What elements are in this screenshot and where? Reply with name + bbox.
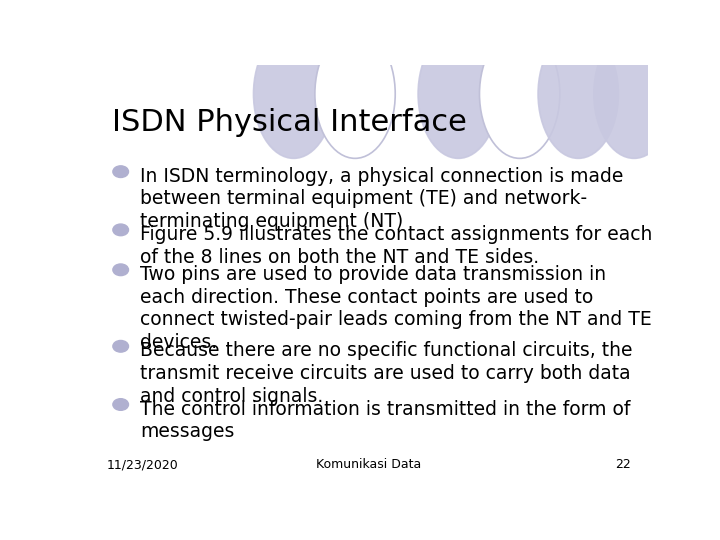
Ellipse shape <box>315 30 395 158</box>
Text: In ISDN terminology, a physical connection is made
between terminal equipment (T: In ISDN terminology, a physical connecti… <box>140 167 624 231</box>
Ellipse shape <box>538 30 618 158</box>
Circle shape <box>113 166 128 178</box>
Circle shape <box>113 264 128 275</box>
Circle shape <box>113 341 128 352</box>
Text: The control information is transmitted in the form of
messages: The control information is transmitted i… <box>140 400 631 441</box>
Ellipse shape <box>418 30 498 158</box>
Text: Two pins are used to provide data transmission in
each direction. These contact : Two pins are used to provide data transm… <box>140 265 652 352</box>
Text: ISDN Physical Interface: ISDN Physical Interface <box>112 109 467 138</box>
Text: Figure 5.9 illustrates the contact assignments for each
of the 8 lines on both t: Figure 5.9 illustrates the contact assig… <box>140 225 652 267</box>
Text: Komunikasi Data: Komunikasi Data <box>316 458 422 471</box>
Text: 11/23/2020: 11/23/2020 <box>107 458 179 471</box>
Circle shape <box>113 224 128 235</box>
Ellipse shape <box>253 30 334 158</box>
Circle shape <box>113 399 128 410</box>
Ellipse shape <box>480 30 560 158</box>
Text: 22: 22 <box>616 458 631 471</box>
Text: Because there are no specific functional circuits, the
transmit receive circuits: Because there are no specific functional… <box>140 341 633 406</box>
Ellipse shape <box>594 30 674 158</box>
